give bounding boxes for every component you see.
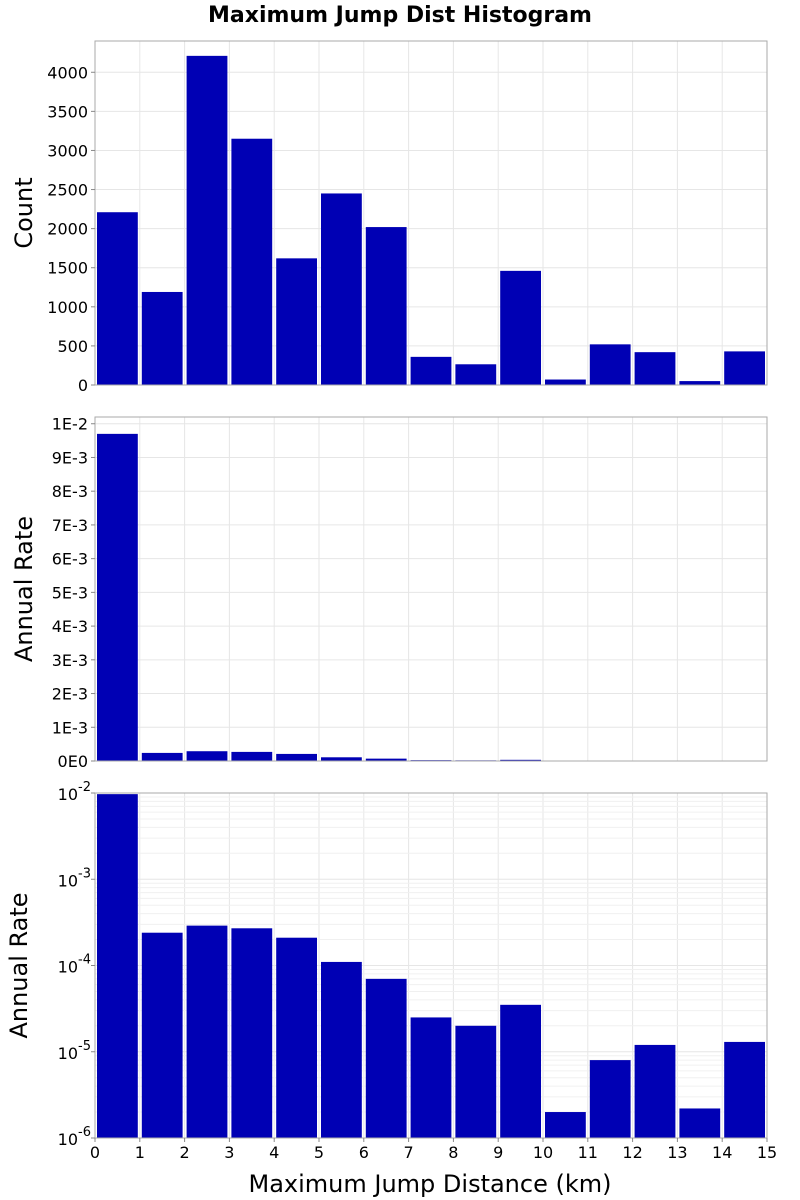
histogram-bar [410, 1017, 452, 1138]
x-tick-label: 6 [359, 1143, 369, 1162]
chart-panel-3: 10-610-510-410-310-20 1 2 3 4 5 6 7 8 9 10 11 12 13 14… [5, 780, 777, 1162]
y-tick-label: 10-4 [58, 953, 91, 977]
y-tick-label: 4E-3 [52, 617, 88, 636]
histogram-bar [321, 757, 362, 761]
histogram-bar [97, 433, 138, 761]
y-tick-label: 500 [57, 337, 88, 356]
y-tick-label: 0 [78, 376, 88, 395]
plot-area [94, 416, 768, 762]
chart-panel-2: 0E0 1E-3 2E-3 3E-3 4E-3 5E-3 6E-3 7E-3 8E-3 9E-3 1… [10, 415, 768, 771]
histogram-bar [724, 351, 765, 385]
histogram-bar [321, 961, 362, 1138]
y-tick-label: 5E-3 [52, 583, 88, 602]
y-tick-label: 1000 [47, 298, 88, 317]
x-tick-label: 1 [135, 1143, 145, 1162]
histogram-bar [231, 751, 273, 761]
histogram-bar [455, 364, 497, 385]
x-tick-label: 3 [224, 1143, 234, 1162]
x-tick-label: 9 [493, 1143, 503, 1162]
x-tick-label: 10 [533, 1143, 553, 1162]
histogram-bar [365, 227, 407, 385]
y-tick-label: 2000 [47, 220, 88, 239]
x-axis-label: Maximum Jump Distance (km) [249, 1170, 612, 1198]
histogram-bar [500, 759, 541, 761]
histogram-bar [455, 1025, 497, 1138]
y-tick-label: 4000 [47, 63, 88, 82]
histogram-bar [634, 352, 676, 385]
plot-border [94, 40, 768, 386]
histogram-bar [634, 1044, 676, 1138]
x-tick-label: 5 [314, 1143, 324, 1162]
y-tick-label: 1500 [47, 259, 88, 278]
histogram-bar [186, 55, 228, 385]
histogram-bar [141, 752, 183, 761]
y-tick-label: 10-5 [58, 1039, 91, 1063]
x-tick-label: 13 [667, 1143, 687, 1162]
x-tick-label: 0 [90, 1143, 100, 1162]
histogram-bar [410, 356, 452, 385]
histogram-bar [589, 344, 631, 385]
x-tick-label: 8 [448, 1143, 458, 1162]
x-tick-label: 4 [269, 1143, 279, 1162]
x-tick-label: 2 [180, 1143, 190, 1162]
y-tick-label: 10-2 [58, 780, 91, 804]
y-tick-label: 9E-3 [52, 448, 88, 467]
y-tick-label: 2500 [47, 181, 88, 200]
chart-title: Maximum Jump Dist Histogram [208, 3, 592, 28]
y-tick-label: 10-6 [58, 1125, 91, 1149]
histogram-bar [365, 978, 407, 1138]
histogram-bar [679, 381, 721, 385]
histogram-bar [276, 258, 317, 385]
histogram-bar [141, 291, 183, 385]
y-axis-label: Annual Rate [5, 892, 33, 1038]
y-tick-label: 3E-3 [52, 651, 88, 670]
histogram-bar [141, 932, 183, 1138]
y-tick-label: 10-3 [58, 866, 91, 890]
chart-panel-1: 0 500 1000 1500 2000 2500 3000 3500 4000 Count [10, 40, 768, 395]
x-tick-label: 15 [757, 1143, 777, 1162]
histogram-bar [276, 753, 317, 761]
histogram-bar [545, 1112, 586, 1138]
histogram-bar [500, 1004, 541, 1138]
x-tick-label: 7 [404, 1143, 414, 1162]
histogram-bar [724, 1041, 765, 1138]
histogram-bar [321, 193, 362, 385]
y-axis-label: Annual Rate [10, 516, 38, 662]
plot-border [94, 416, 768, 762]
histogram-bar [589, 1060, 631, 1138]
histogram-bar [500, 270, 541, 385]
histogram-bar [97, 212, 138, 385]
y-axis-label: Count [10, 177, 38, 248]
y-tick-label: 2E-3 [52, 685, 88, 704]
histogram-bar [231, 138, 273, 385]
x-tick-label: 12 [622, 1143, 642, 1162]
histogram-bar [97, 794, 138, 1138]
x-tick-label: 14 [712, 1143, 732, 1162]
y-tick-label: 1E-3 [52, 718, 88, 737]
histogram-bar [365, 758, 407, 761]
histogram-bar [231, 928, 273, 1138]
histogram-bar [679, 1108, 721, 1138]
histogram-bar [545, 379, 586, 385]
y-tick-label: 3500 [47, 102, 88, 121]
y-tick-label: 8E-3 [52, 482, 88, 501]
y-tick-label: 7E-3 [52, 516, 88, 535]
x-tick-label: 11 [578, 1143, 598, 1162]
y-tick-label: 0E0 [58, 752, 88, 771]
histogram-bar [186, 925, 228, 1138]
panels: 0 500 1000 1500 2000 2500 3000 3500 4000 Count 0E0… [5, 40, 777, 1162]
histogram-bar [186, 751, 228, 761]
y-tick-label: 3000 [47, 141, 88, 160]
y-tick-label: 6E-3 [52, 550, 88, 569]
histogram-bar [276, 937, 317, 1138]
y-tick-label: 1E-2 [52, 415, 88, 434]
